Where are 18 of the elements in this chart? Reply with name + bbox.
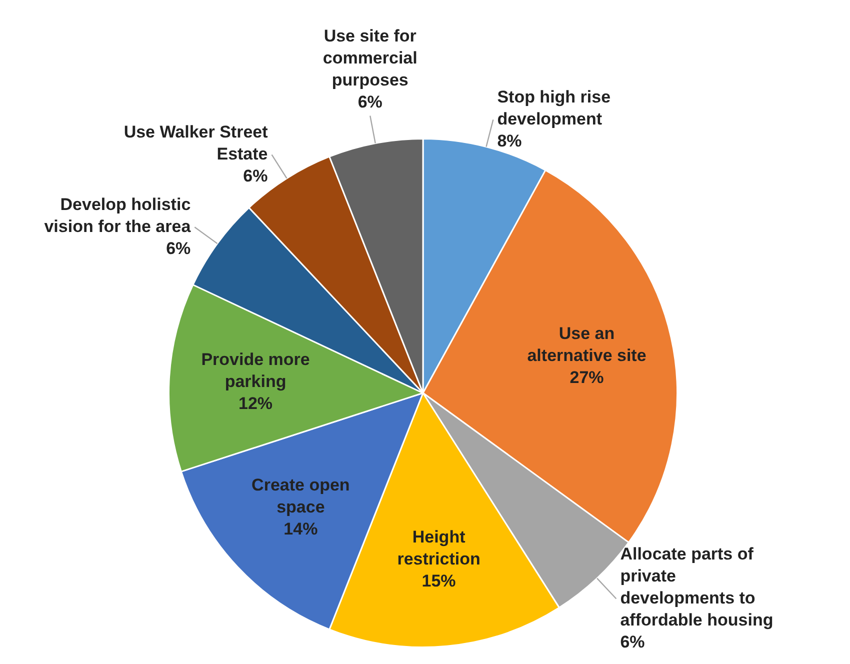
slice-label: Use Walker Street Estate (124, 122, 268, 164)
slice-label: Develop holistic vision for the area (44, 194, 192, 236)
slice-label: Stop high rise development (497, 87, 611, 128)
slice-label: Use an alternative site (527, 324, 646, 366)
slice-label: Allocate parts of private developments to affordable housing (620, 544, 774, 630)
data-label: 15% (422, 572, 456, 591)
data-label: 6% (166, 238, 191, 258)
data-label: 6% (620, 632, 645, 652)
data-label: 14% (284, 520, 318, 539)
data-label: 6% (358, 92, 382, 112)
slice-label: Height restriction (397, 528, 480, 569)
slice-label: Use site for commercial purposes (322, 26, 418, 90)
data-label: 6% (243, 166, 268, 186)
slice-label: Create open space (252, 476, 350, 517)
slice-label: Provide more parking (201, 350, 310, 392)
data-label: 27% (570, 368, 604, 388)
data-label: 12% (238, 394, 273, 414)
data-label: 8% (497, 131, 522, 150)
